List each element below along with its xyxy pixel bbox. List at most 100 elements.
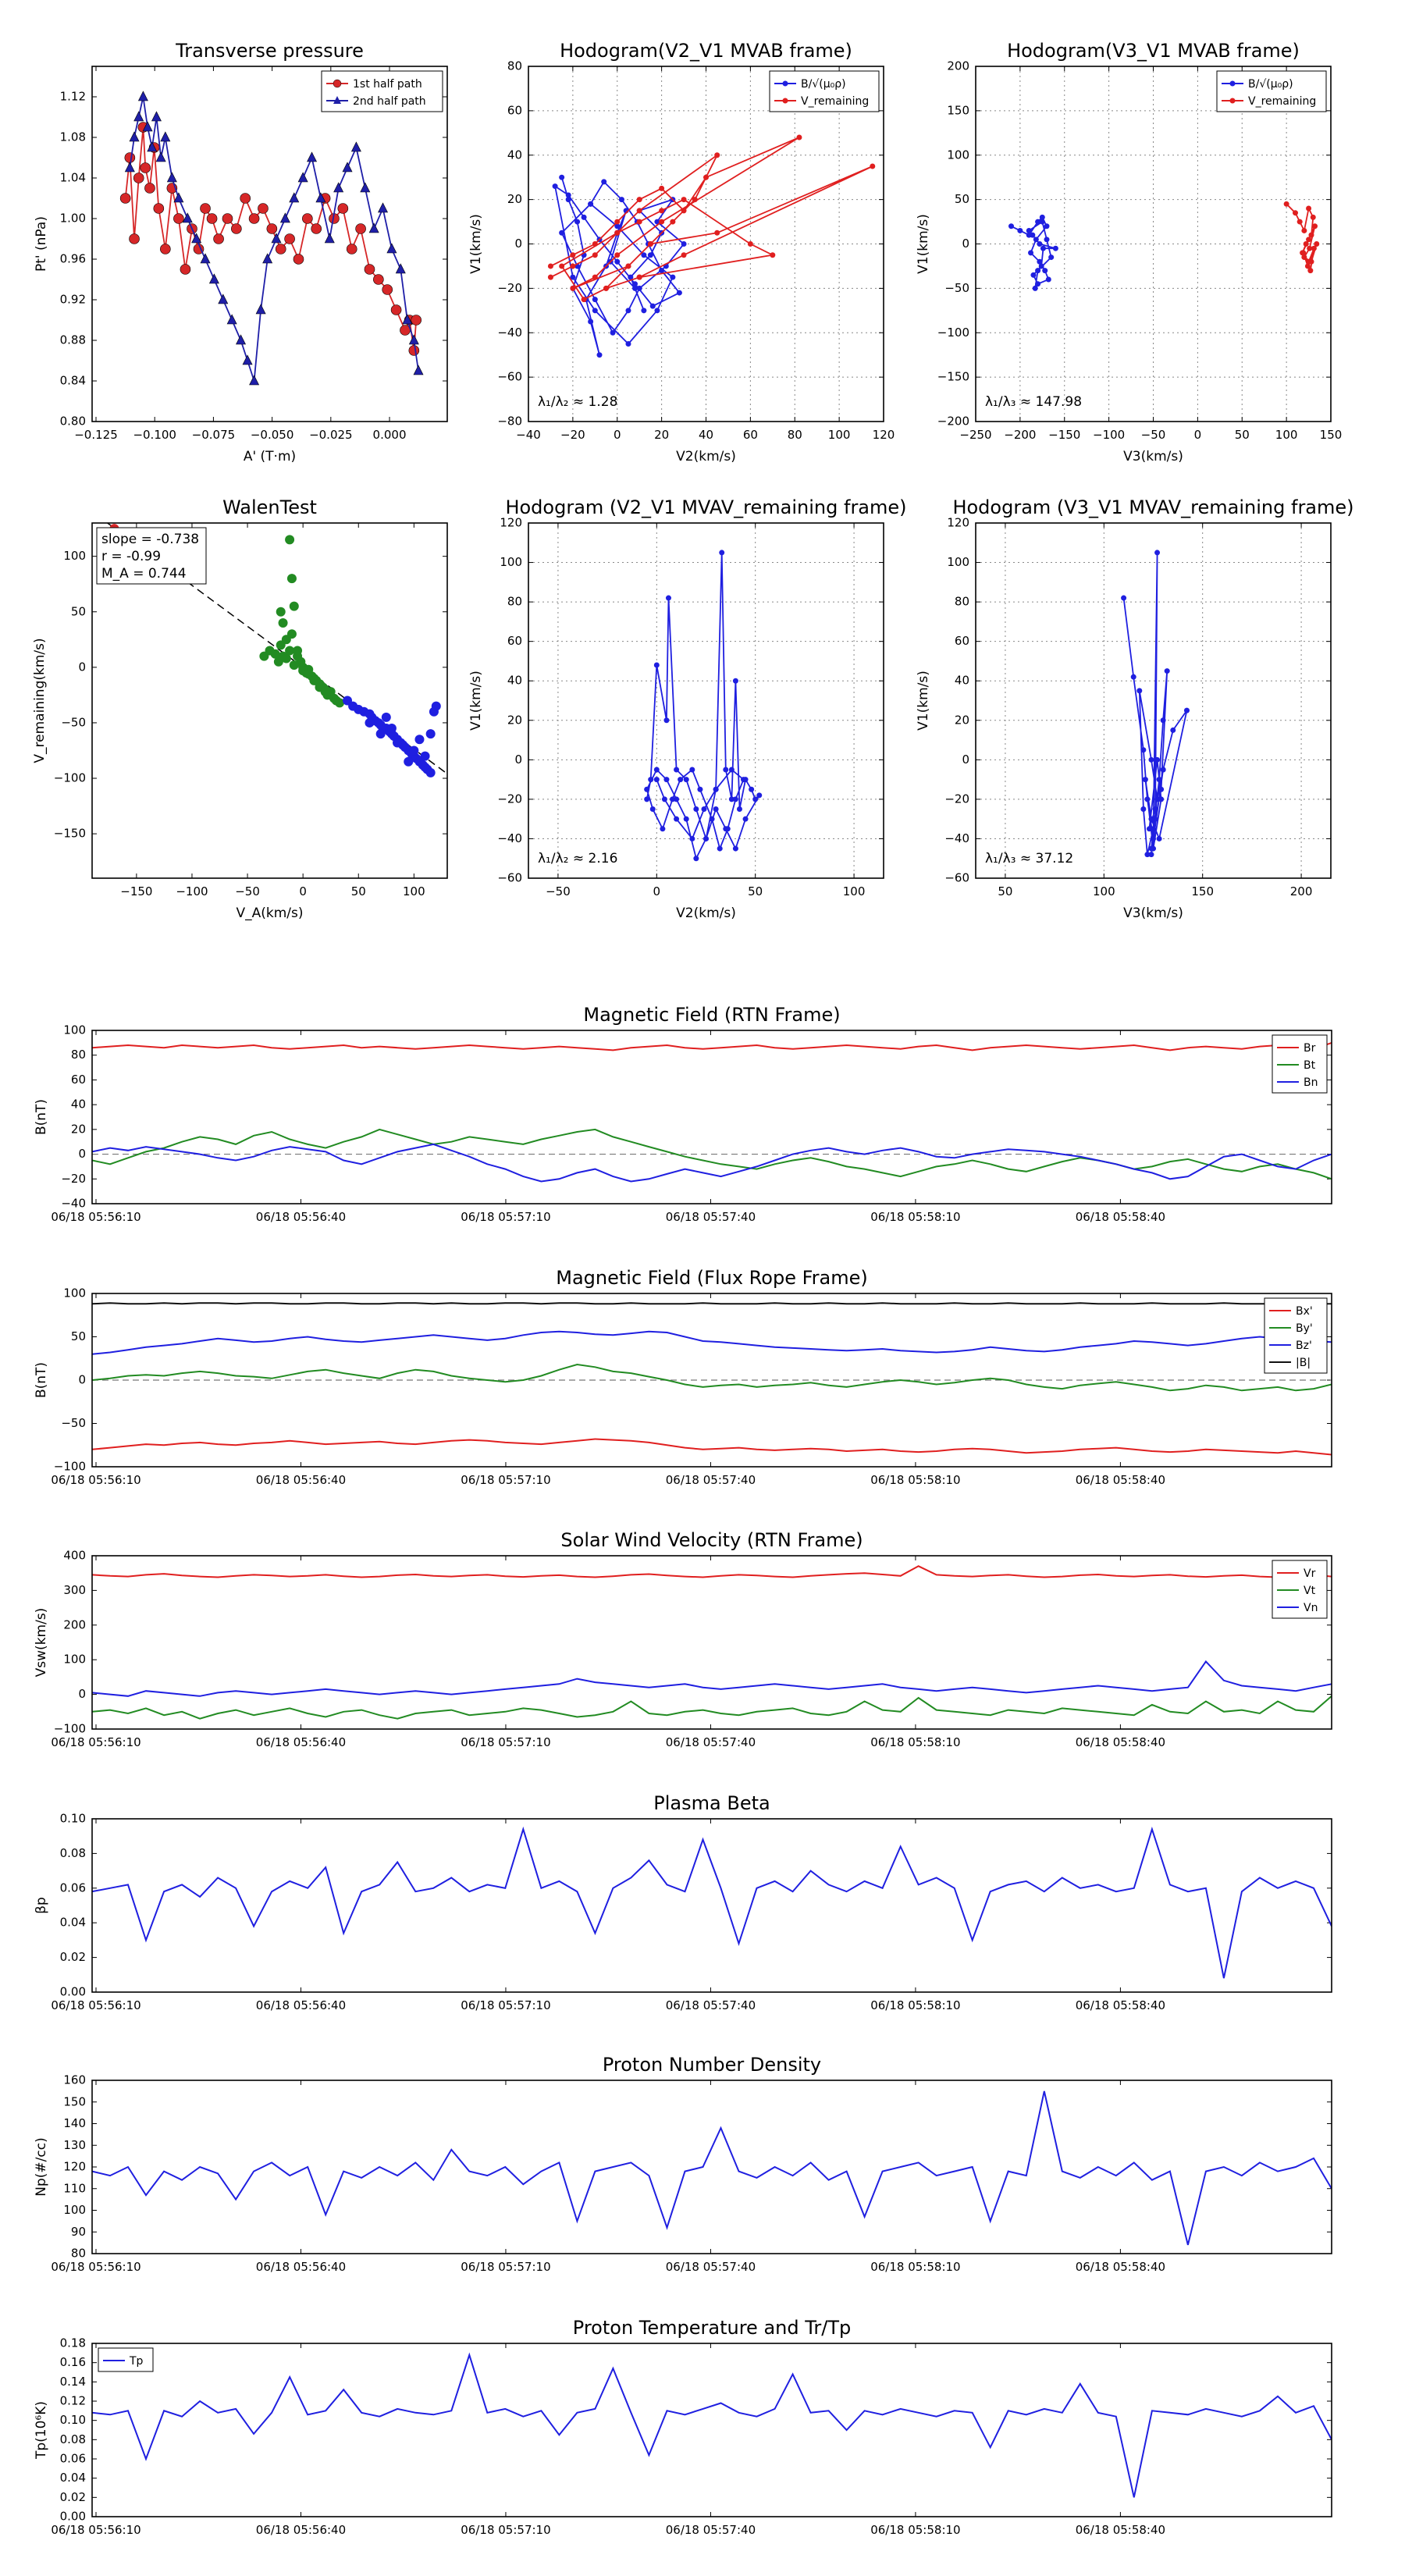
- data-point: [693, 806, 699, 813]
- data-point: [200, 253, 211, 264]
- y-tick-label: 1.00: [60, 212, 86, 226]
- data-point: [1306, 205, 1312, 212]
- data-point: [289, 192, 300, 203]
- data-point: [1158, 796, 1165, 802]
- data-point: [689, 835, 695, 841]
- data-point: [129, 233, 140, 244]
- y-axis-label: Np(#/cc): [34, 2137, 49, 2196]
- data-point: [206, 213, 218, 224]
- data-point: [249, 375, 260, 386]
- data-point: [160, 131, 171, 142]
- plot-frame: [91, 66, 448, 422]
- data-point: [559, 229, 565, 236]
- data-point: [649, 303, 656, 309]
- y-tick-label: 0.06: [60, 2452, 86, 2466]
- data-point: [1148, 852, 1154, 858]
- data-point: [1160, 767, 1166, 773]
- data-point: [302, 213, 313, 224]
- legend-label: Vr: [1304, 1567, 1316, 1580]
- data-point: [144, 183, 155, 194]
- data-point: [1160, 717, 1166, 724]
- data-point: [255, 304, 266, 315]
- data-point: [703, 835, 709, 841]
- y-tick-label: 1.04: [60, 171, 86, 185]
- y-tick-label: 140: [63, 2116, 86, 2130]
- data-point: [674, 767, 680, 773]
- data-point: [1154, 756, 1161, 763]
- y-tick-label: −40: [944, 831, 969, 845]
- y-tick-label: 150: [947, 103, 969, 117]
- data-point: [355, 223, 366, 234]
- data-point: [242, 354, 253, 365]
- data-point: [565, 197, 571, 203]
- data-point: [1032, 285, 1038, 291]
- series-line-np: [92, 2090, 1332, 2246]
- chart-title: Hodogram(V2_V1 MVAB frame): [560, 40, 852, 62]
- data-point: [625, 263, 631, 269]
- data-point: [147, 141, 158, 152]
- x-tick-label: 06/18 05:56:40: [256, 2523, 346, 2537]
- data-point: [271, 233, 282, 244]
- data-point: [222, 213, 233, 224]
- panel-solar-wind-velocity: Solar Wind Velocity (RTN Frame) −100 0 100 2…: [34, 1529, 1332, 1749]
- data-point: [756, 792, 763, 799]
- legend-label: Vt: [1304, 1585, 1316, 1597]
- x-tick-label: 06/18 05:56:10: [51, 1473, 140, 1487]
- data-point: [1040, 245, 1046, 251]
- x-tick-label: 06/18 05:56:40: [256, 2260, 346, 2274]
- data-point: [393, 738, 403, 748]
- x-tick-label: 100: [403, 884, 425, 898]
- series-line-v-remaining: [646, 552, 760, 861]
- stats-line: M_A = 0.744: [101, 566, 187, 582]
- data-point: [570, 285, 576, 291]
- data-point: [182, 212, 193, 223]
- y-axis-label: B(nT): [34, 1362, 49, 1398]
- data-point: [732, 845, 738, 852]
- data-point: [670, 274, 676, 280]
- data-point: [1311, 245, 1317, 251]
- data-point: [1039, 219, 1045, 225]
- data-point: [386, 243, 397, 254]
- x-tick-label: 100: [843, 884, 866, 898]
- y-tick-label: 0: [962, 237, 969, 251]
- data-point: [226, 314, 237, 325]
- data-point: [614, 229, 621, 236]
- data-point: [581, 214, 587, 220]
- x-tick-label: 06/18 05:57:40: [666, 1473, 756, 1487]
- x-tick-label: 200: [1290, 884, 1313, 898]
- y-tick-label: 60: [507, 634, 522, 648]
- y-tick-label: 0: [78, 1373, 86, 1387]
- y-tick-label: −50: [61, 1416, 86, 1430]
- data-point: [382, 284, 393, 295]
- data-point: [1312, 223, 1318, 229]
- y-tick-label: 0: [78, 1147, 86, 1161]
- data-point: [395, 263, 406, 274]
- data-point: [665, 595, 671, 601]
- data-point: [1154, 796, 1161, 802]
- data-point: [1154, 550, 1161, 556]
- y-tick-label: 150: [63, 2094, 86, 2108]
- data-point: [670, 796, 676, 802]
- x-tick-label: −150: [120, 884, 152, 898]
- y-tick-label: 200: [63, 1617, 86, 1631]
- panel-proton-number-density: Proton Number Density 80 90 100 110 120 130 140…: [34, 2054, 1332, 2274]
- data-point: [364, 264, 375, 275]
- data-point: [1026, 227, 1032, 233]
- x-tick-label: 50: [998, 884, 1012, 898]
- data-point: [1151, 826, 1156, 832]
- data-point: [592, 297, 598, 303]
- chart-title: Plasma Beta: [653, 1792, 770, 1814]
- x-tick-label: −0.075: [192, 428, 236, 442]
- y-tick-label: −100: [54, 1722, 86, 1736]
- data-point: [180, 264, 191, 275]
- data-point: [701, 806, 707, 813]
- series-line--p: [92, 1826, 1332, 1979]
- y-tick-label: 120: [500, 516, 522, 530]
- x-tick-label: 120: [873, 428, 895, 442]
- y-tick-label: 80: [71, 1048, 86, 1062]
- data-point: [289, 601, 299, 611]
- panel-hodogram-v3-v1-mvav: Hodogram (V3_V1 MVAV_remaining frame) −60…: [916, 496, 1354, 921]
- y-tick-label: 60: [71, 1073, 86, 1087]
- data-point: [596, 352, 603, 358]
- data-point: [286, 574, 297, 584]
